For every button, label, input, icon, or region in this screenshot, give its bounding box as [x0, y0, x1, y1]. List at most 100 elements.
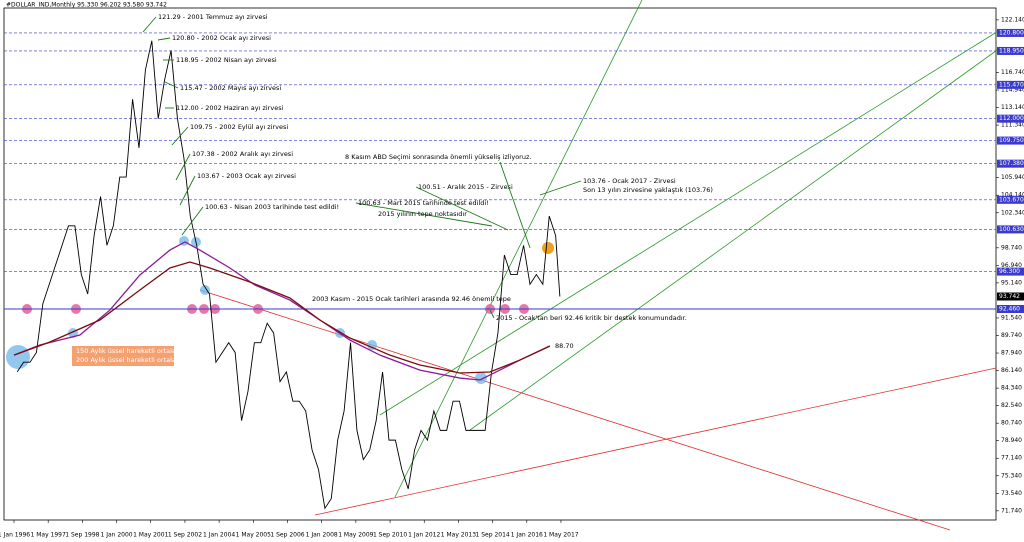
- leader-line: [164, 81, 179, 89]
- leader-line: [415, 186, 509, 231]
- x-tick-label: 1 Sep 1998: [65, 532, 99, 539]
- legend-box: [72, 346, 174, 366]
- x-tick-label: 1 Jan 2012: [408, 532, 440, 539]
- annotation: 103.76 - Ocak 2017 - Zirvesi: [583, 177, 676, 185]
- x-tick-label: 1 May 2017: [543, 532, 578, 539]
- x-tick-label: 1 Jan 2008: [306, 532, 338, 539]
- level-label: 118.950: [999, 47, 1024, 54]
- x-tick-label: 1 Jan 1996: [0, 532, 30, 539]
- annotation: 109.75 - 2002 Eylül ayı zirvesi: [190, 123, 288, 131]
- series-line: [16, 40, 561, 510]
- annotation: 118.95 - 2002 Nisan ayı zirvesi: [176, 56, 277, 64]
- level-box: [997, 159, 1024, 168]
- y-tick-label: 95.140: [1001, 279, 1022, 286]
- level-box: [997, 80, 1024, 89]
- annotation: 100.63 - Nisan 2003 tarihinde test edild…: [205, 203, 339, 211]
- series-line: [13, 241, 551, 381]
- level-label: 103.670: [999, 196, 1024, 203]
- y-tick-label: 73.540: [1001, 490, 1022, 497]
- annotation: 88.70: [555, 342, 574, 350]
- annotation: 112.00 - 2002 Haziran ayı zirvesi: [176, 104, 284, 112]
- annotation: 120.80 - 2002 Ocak ayı zirvesi: [172, 34, 271, 42]
- annotation: 103.67 - 2003 Ocak ayı zirvesi: [197, 172, 296, 180]
- leader-line: [539, 180, 582, 196]
- annotation: 100.51 - Aralık 2015 - Zirvesi: [418, 183, 513, 191]
- level-box: [997, 195, 1024, 204]
- price-box: [997, 292, 1024, 301]
- x-tick-label: 1 Sep 2002: [168, 532, 202, 539]
- level-label: 115.470: [999, 81, 1024, 88]
- marker: [475, 372, 487, 384]
- x-tick-label: 1 Jan 2004: [203, 532, 235, 539]
- y-tick-label: 105.940: [1001, 174, 1024, 181]
- level-label: 107.380: [999, 160, 1024, 167]
- legend-label: 150 Aylık üssel hareketli ortalama: [76, 347, 186, 355]
- series-line: [13, 261, 551, 374]
- leader-line: [175, 153, 191, 181]
- y-tick-label: 96.940: [1001, 262, 1022, 269]
- leader-line: [355, 202, 493, 227]
- leader-line: [142, 16, 157, 33]
- annotation: 107.38 - 2002 Aralık ayı zirvesi: [192, 150, 293, 158]
- level-box: [997, 46, 1024, 55]
- trend-line: [199, 289, 951, 531]
- annotation: 2003 Kasım - 2015 Ocak tarihleri arasınd…: [312, 295, 511, 303]
- y-tick-label: 114.940: [1001, 87, 1024, 94]
- y-tick-label: 91.540: [1001, 314, 1022, 321]
- y-tick-label: 71.740: [1001, 507, 1022, 514]
- x-tick-label: 1 May 2009: [338, 532, 373, 539]
- y-tick-label: 98.740: [1001, 244, 1022, 251]
- trend-line: [379, 29, 1001, 416]
- annotation: Son 13 yılın zirvesine yaklaştık (103.76…: [583, 186, 713, 194]
- y-tick-label: 87.940: [1001, 350, 1022, 357]
- chart-title: #DOLLAR_IND,Monthly 95.330 96.202 93.580…: [6, 2, 167, 9]
- x-tick-label: 1 Jan 2000: [100, 532, 132, 539]
- y-tick-label: 82.540: [1001, 402, 1022, 409]
- x-tick-label: 1 Sep 2010: [373, 532, 407, 539]
- price-label: 93.742: [999, 293, 1020, 300]
- x-tick-label: 1 May 2005: [236, 532, 271, 539]
- y-tick-label: 80.740: [1001, 420, 1022, 427]
- y-tick-label: 116.740: [1001, 69, 1024, 76]
- x-tick-label: 1 Sep 2014: [476, 532, 510, 539]
- leader-line: [499, 161, 531, 249]
- y-tick-label: 102.340: [1001, 209, 1024, 216]
- level-box: [997, 225, 1024, 234]
- trend-line: [394, 0, 643, 498]
- annotation: 2015 yılının tepe noktasıdır: [378, 210, 467, 218]
- level-label: 100.630: [999, 226, 1024, 233]
- y-tick-label: 77.140: [1001, 455, 1022, 462]
- level-box: [997, 28, 1024, 37]
- y-tick-label: 78.940: [1001, 437, 1022, 444]
- y-tick-label: 113.140: [1001, 104, 1024, 111]
- annotation: 8 Kasım ABD Seçimi sonrasında önemli yük…: [345, 153, 531, 161]
- leader-line: [181, 206, 204, 236]
- y-tick-label: 75.340: [1001, 472, 1022, 479]
- marker: [6, 345, 30, 369]
- annotation: 115.47 - 2002 Mayıs ayı zirvesi: [180, 84, 281, 92]
- y-tick-label: 104.140: [1001, 192, 1024, 199]
- leader-line: [157, 37, 171, 41]
- y-tick-label: 122.140: [1001, 16, 1024, 23]
- level-label: 120.800: [999, 29, 1024, 36]
- y-tick-label: 89.740: [1001, 332, 1022, 339]
- marker: [200, 285, 210, 295]
- level-label: 109.750: [999, 137, 1024, 144]
- trend-line: [314, 367, 997, 516]
- plot-area: [3, 7, 997, 521]
- y-tick-label: 111.340: [1001, 122, 1024, 129]
- x-tick-label: 1 May 2001: [133, 532, 168, 539]
- marker: [542, 242, 554, 254]
- level-box: [997, 267, 1024, 276]
- annotation: 2015 - Ocak'tan beri 92.46 kritik bir de…: [496, 314, 687, 322]
- x-tick-label: 1 Jan 2016: [511, 532, 543, 539]
- y-tick-label: 86.140: [1001, 367, 1022, 374]
- level-box: [997, 136, 1024, 145]
- x-tick-label: 1 Sep 2006: [270, 532, 304, 539]
- legend-label: 200 Aylık üssel hareketli ortalama: [76, 356, 186, 364]
- level-label: 92.460: [999, 306, 1020, 313]
- x-tick-label: 1 May 2013: [441, 532, 476, 539]
- leader-line: [171, 126, 189, 146]
- level-label: 96.300: [999, 268, 1020, 275]
